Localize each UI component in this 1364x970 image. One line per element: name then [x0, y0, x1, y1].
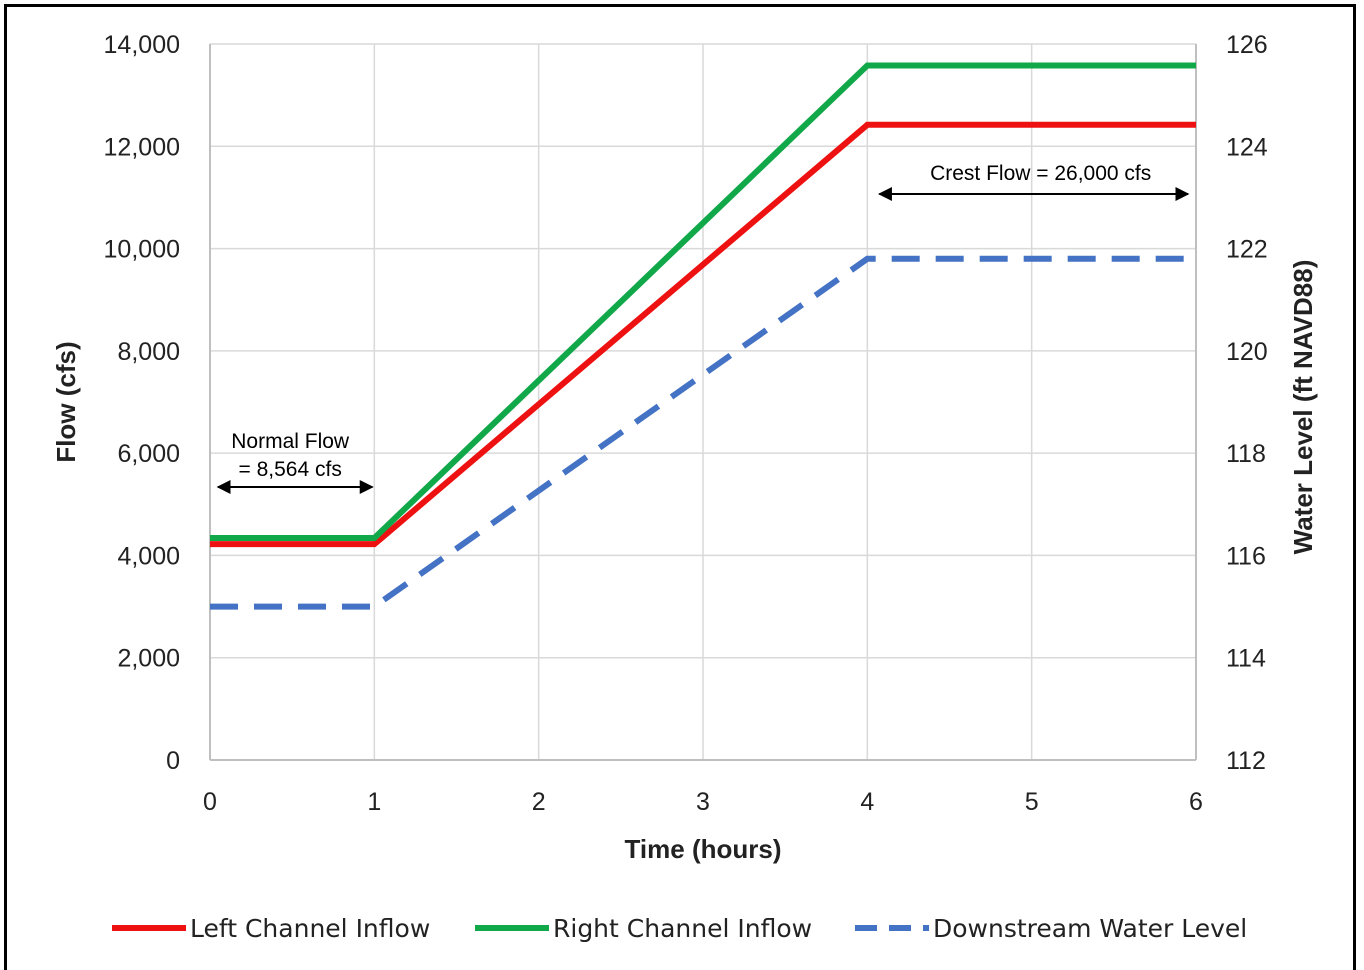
y-tick-label: 10,000 [104, 236, 180, 264]
y-tick-label: 12,000 [104, 133, 180, 161]
series-line-right-channel-inflow [210, 62, 1196, 542]
x-tick-label: 1 [367, 788, 381, 816]
annotations: Normal Flow = 8,564 cfs Crest Flow = 26,00… [216, 162, 1190, 494]
x-tick-label: 0 [203, 788, 217, 816]
y-tick-label: 8,000 [117, 338, 180, 366]
y2-tick-label: 112 [1226, 747, 1266, 775]
y2-tick-label: 120 [1226, 338, 1268, 366]
legend-label-downstream-water-level: Downstream Water Level [933, 914, 1247, 943]
x-tick-label: 6 [1189, 788, 1203, 816]
annotation-crest-flow-text: Crest Flow = 26,000 cfs [930, 162, 1151, 185]
y-tick-label: 0 [166, 747, 180, 775]
y2-tick-label: 118 [1226, 440, 1266, 468]
legend-label-left-channel-inflow: Left Channel Inflow [190, 914, 430, 943]
y-tick-label: 4,000 [117, 542, 180, 570]
y2-tick-label: 124 [1226, 133, 1268, 161]
y-tick-label: 6,000 [117, 440, 180, 468]
y-tick-label: 2,000 [117, 645, 180, 673]
series-line-downstream-water-level [210, 255, 1196, 610]
y-tick-label: 14,000 [104, 31, 180, 59]
series-line-left-channel-inflow [210, 121, 1196, 548]
series-group [210, 62, 1196, 610]
x-tick-label: 2 [532, 788, 546, 816]
annotation-normal-flow-text: = 8,564 cfs [239, 458, 342, 481]
y-axis-title: Flow (cfs) [51, 341, 81, 462]
legend: Left Channel Inflow Right Channel Inflow D… [112, 914, 1247, 943]
x-tick-label: 4 [860, 788, 874, 816]
y2-tick-label: 122 [1226, 236, 1268, 264]
x-axis-title: Time (hours) [625, 834, 782, 864]
y2-axis-title: Water Level (ft NAVD88) [1288, 260, 1318, 555]
x-tick-label: 3 [696, 788, 710, 816]
y2-tick-label: 116 [1226, 542, 1266, 570]
y2-tick-label: 126 [1226, 31, 1268, 59]
x-tick-label: 5 [1025, 788, 1039, 816]
legend-label-right-channel-inflow: Right Channel Inflow [553, 914, 812, 943]
annotation-normal-flow-text: Normal Flow [231, 430, 350, 453]
grid [210, 43, 1197, 760]
axes [209, 44, 1197, 761]
tick-labels: 0 1 2 3 4 5 6 0 2,000 4,000 6,000 8,000 10,000 12,000… [104, 31, 1268, 816]
y2-tick-label: 114 [1226, 645, 1266, 673]
